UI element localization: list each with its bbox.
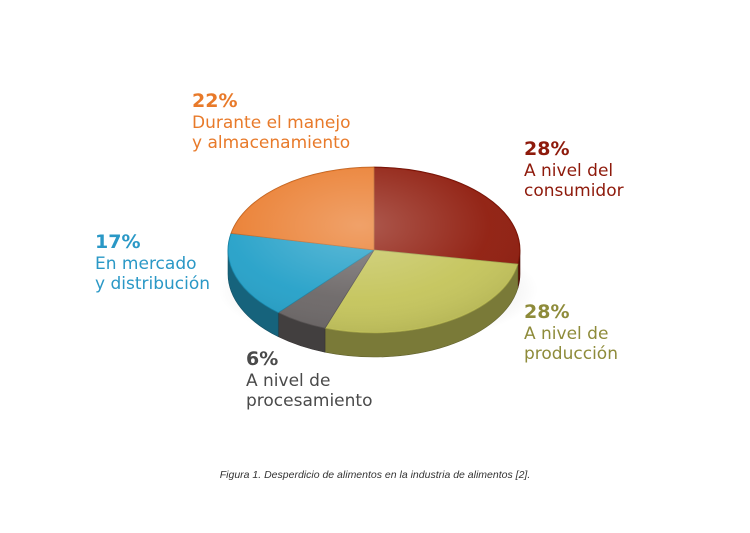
figure-caption: Figura 1. Desperdicio de alimentos en la… <box>219 469 531 481</box>
slice-text-line: y distribución <box>95 274 211 295</box>
slice-text-line: En mercado <box>95 254 197 275</box>
slice-label-procesamiento: 6% A nivel de procesamiento <box>246 348 372 412</box>
slice-text-line: producción <box>524 344 618 365</box>
slice-text-line: A nivel del <box>524 161 614 182</box>
slice-text-line: A nivel de <box>524 324 609 345</box>
pie-slice-0 <box>373 166 521 265</box>
slice-pct: 28% <box>524 301 570 323</box>
slice-text-line: Durante el manejo <box>192 113 351 134</box>
slice-pct: 22% <box>192 90 238 112</box>
slice-text-line: A nivel de <box>246 371 331 392</box>
slice-label-produccion: 28% A nivel de producción <box>524 301 618 365</box>
slice-pct: 28% <box>524 138 570 160</box>
slice-pct: 6% <box>246 348 279 370</box>
slice-text-line: consumidor <box>524 181 624 202</box>
slice-text-line: y almacenamiento <box>192 133 351 154</box>
pie-tops <box>227 166 521 334</box>
slice-label-mercado: 17% En mercado y distribución <box>95 231 210 295</box>
slice-pct: 17% <box>95 231 141 253</box>
slice-label-almacenamiento: 22% Durante el manejo y almacenamiento <box>192 90 351 154</box>
slice-text-line: procesamiento <box>246 391 373 412</box>
slice-label-consumidor: 28% A nivel del consumidor <box>524 138 624 202</box>
